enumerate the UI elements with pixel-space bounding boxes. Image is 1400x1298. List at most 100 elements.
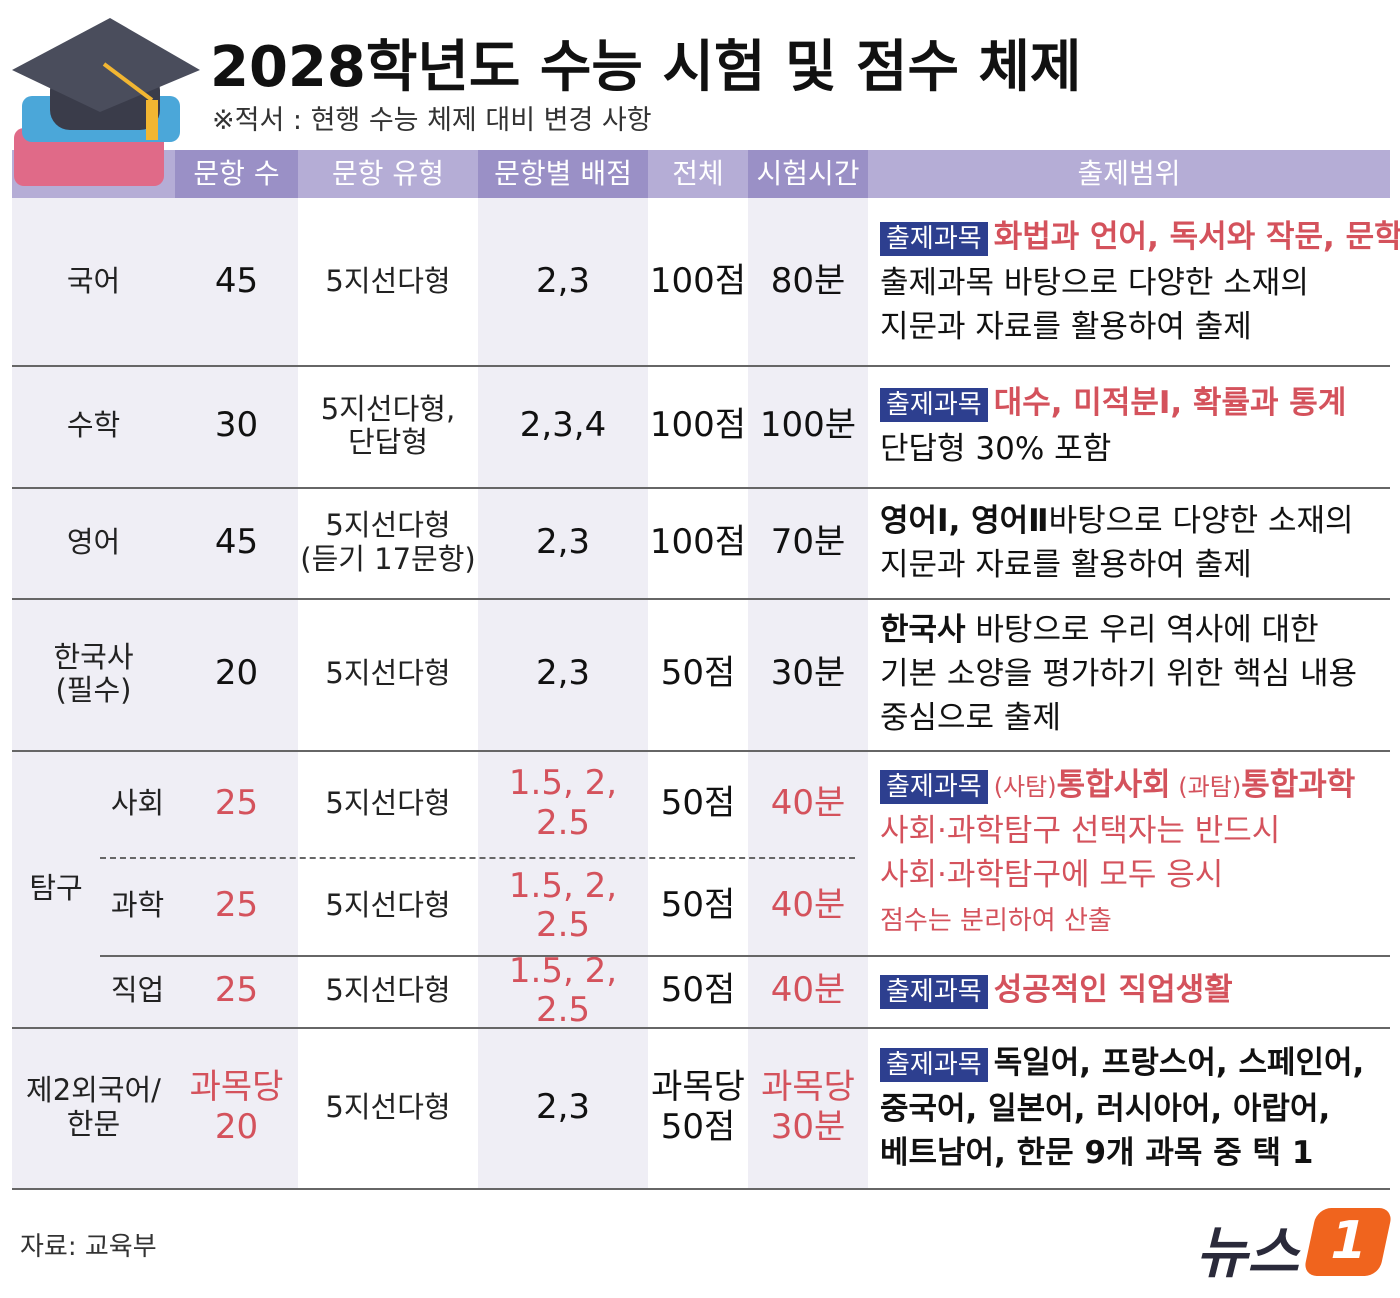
scope-line: 출제과목 대수, 미적분Ⅰ, 확률과 통계	[880, 381, 1388, 427]
row-separator	[12, 750, 1390, 752]
table-cell: 5지선다형	[325, 1089, 451, 1124]
scope-plain: 단답형 30% 포함	[880, 431, 1112, 467]
header-cell: 문항 유형	[332, 156, 444, 190]
table-cell: 80분	[770, 260, 846, 301]
table-cell: 2,3	[535, 260, 591, 301]
scope-badge: 출제과목	[880, 221, 988, 256]
scope-bold: 독일어, 프랑스어, 스페인어,	[993, 1044, 1365, 1081]
table-cell: 25	[214, 970, 259, 1011]
scope-line: 출제과목 독일어, 프랑스어, 스페인어,	[880, 1041, 1388, 1087]
table-cell: 25	[214, 782, 259, 823]
scope-badge: 출제과목	[880, 769, 988, 804]
scope-line: 출제과목 화법과 언어, 독서와 작문, 문학	[880, 215, 1400, 261]
table-cell: 과목당 30분	[761, 1067, 855, 1147]
table-cell: 40분	[770, 970, 846, 1011]
scope-red: 통합사회	[1056, 766, 1171, 803]
scope: 출제과목 독일어, 프랑스어, 스페인어, 중국어, 일본어, 러시아어, 아랍어,…	[880, 1027, 1388, 1188]
scope-red-plain: 사회·과학탐구에 모두 응시	[880, 856, 1224, 893]
table-cell: 5지선다형	[325, 656, 451, 691]
group-label: 탐구	[29, 870, 83, 905]
scope-line: 영어Ⅰ, 영어Ⅱ바탕으로 다양한 소재의	[880, 499, 1388, 543]
source: 자료: 교육부	[20, 1232, 157, 1262]
table-cell: 100분	[759, 405, 857, 446]
scope-plain: 지문과 자료를 활용하여 출제	[880, 546, 1252, 583]
table-cell: 30	[214, 405, 259, 446]
row-label: 수학	[66, 408, 121, 443]
subtitle: ※적서 : 현행 수능 체제 대비 변경 사항	[212, 105, 652, 136]
header-accent	[175, 150, 298, 198]
scope-line: 출제과목 (사탐)통합사회 (과탐)통합과학	[880, 763, 1388, 809]
scope-red: 성공적인 직업생활	[993, 972, 1233, 1008]
row-label: 제2외국어/ 한문	[26, 1073, 161, 1141]
scope-red-plain: 사회·과학탐구 선택자는 반드시	[880, 812, 1281, 849]
table-cell: 1.5, 2, 2.5	[508, 950, 618, 1030]
scope-line: 사회·과학탐구 선택자는 반드시	[880, 809, 1388, 853]
scope-line: 중심으로 출제	[880, 696, 1388, 740]
table-cell: 50점	[660, 970, 736, 1011]
logo-text: 뉴스	[1196, 1221, 1300, 1286]
scope-line: 출제과목 성공적인 직업생활	[880, 968, 1388, 1014]
cap-icon	[12, 18, 200, 186]
table-cell: 2,3	[535, 653, 591, 694]
header-cell: 출제범위	[1077, 156, 1181, 190]
table-cell: 2,3	[535, 1086, 591, 1127]
header-cell: 시험시간	[756, 156, 860, 190]
header-cell: 문항 수	[193, 156, 280, 190]
title: 2028학년도 수능 시험 및 점수 체제	[210, 35, 1082, 100]
scope-red-note: 점수는 분리하여 산출	[880, 905, 1112, 936]
row-label: 한국사 (필수)	[53, 639, 134, 707]
tassel	[102, 62, 154, 102]
table-cell: 2,3,4	[519, 405, 607, 446]
row-separator	[12, 1027, 1390, 1029]
sub-label: 사회	[110, 785, 165, 820]
row-label: 영어	[66, 524, 121, 559]
row-label: 국어	[66, 263, 121, 298]
sub-label: 과학	[110, 888, 165, 923]
scope-plain: 바탕으로 다양한 소재의	[1048, 502, 1354, 539]
scope-line: 사회·과학탐구에 모두 응시	[880, 853, 1388, 897]
table-cell: 1.5, 2, 2.5	[508, 865, 618, 945]
table-cell: 100점	[649, 405, 747, 446]
scope-line: 지문과 자료를 활용하여 출제	[880, 305, 1388, 349]
table-cell: 5지선다형	[325, 888, 451, 923]
column-tint	[748, 198, 868, 1188]
header-cell: 전체	[672, 156, 724, 190]
scope-line: 지문과 자료를 활용하여 출제	[880, 543, 1388, 587]
row-separator	[12, 487, 1390, 489]
scope-line: 점수는 분리하여 산출	[880, 897, 1388, 943]
table-cell: 20	[214, 653, 259, 694]
table-cell: 50점	[660, 885, 736, 926]
table-cell: 5지선다형	[325, 973, 451, 1008]
table-cell: 5지선다형	[325, 263, 451, 298]
column-tint	[175, 198, 298, 1188]
table-cell: 25	[214, 885, 259, 926]
scope-bold: 중국어, 일본어, 러시아어, 아랍어,	[880, 1090, 1331, 1127]
scope: 영어Ⅰ, 영어Ⅱ바탕으로 다양한 소재의 지문과 자료를 활용하여 출제	[880, 487, 1388, 598]
scope-badge: 출제과목	[880, 388, 988, 422]
scope-plain: 기본 소양을 평가하기 위한 핵심 내용	[880, 656, 1358, 692]
tassel	[146, 100, 158, 140]
scope-line: 한국사 바탕으로 우리 역사에 대한	[880, 608, 1388, 652]
row-separator	[12, 365, 1390, 367]
table-cell: 50점	[660, 653, 736, 694]
scope-line: 베트남어, 한문 9개 과목 중 택 1	[880, 1131, 1388, 1175]
table-cell: 5지선다형	[325, 785, 451, 820]
scope-bold: 영어Ⅰ, 영어Ⅱ	[880, 502, 1049, 539]
scope-badge: 출제과목	[880, 975, 988, 1009]
scope-plain: 출제과목 바탕으로 다양한 소재의	[880, 264, 1309, 301]
scope-red: 대수, 미적분Ⅰ, 확률과 통계	[993, 385, 1347, 421]
table-cell: 100점	[649, 521, 747, 562]
sub-label: 직업	[110, 973, 165, 1008]
scope-plain: 지문과 자료를 활용하여 출제	[880, 308, 1252, 345]
table-cell: 50점	[660, 782, 736, 823]
table-cell: 5지선다형 (듣기 17문항)	[300, 508, 476, 576]
header-accent	[748, 150, 868, 198]
scope-line: 기본 소양을 평가하기 위한 핵심 내용	[880, 652, 1388, 696]
column-tint	[478, 198, 648, 1188]
row-separator	[12, 598, 1390, 600]
scope-badge: 출제과목	[880, 1047, 988, 1082]
column-tint	[12, 198, 175, 1188]
